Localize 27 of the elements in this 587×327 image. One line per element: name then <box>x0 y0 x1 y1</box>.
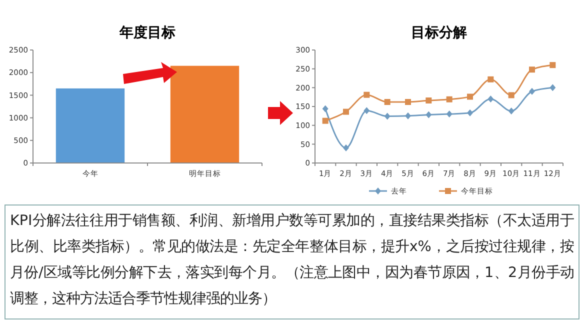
point <box>343 108 349 115</box>
point <box>550 84 556 92</box>
point <box>426 97 432 104</box>
point <box>364 107 370 114</box>
point <box>550 62 556 68</box>
point <box>405 98 411 105</box>
point <box>426 111 432 118</box>
text: KPI分解法往往用于销售额、利润、新增用户数等可累加的，直接结果类指标（不太适用于比例、比率类指标）。常见的做法是：先定全年整体目标，提升x%，之后按过往规律，按月份/区域等比例分解下去，落实到每个月。（注意上图中，因为春节原因，1、2月份手动调整，这种方法适合季节性规律强的业务） <box>10 212 574 309</box>
point <box>508 92 514 98</box>
point <box>488 76 494 82</box>
point <box>467 94 473 100</box>
chart-title: 目标分解 <box>411 25 467 41</box>
point <box>384 112 390 120</box>
point <box>405 112 411 120</box>
point <box>322 105 328 112</box>
point <box>322 118 328 124</box>
point <box>529 88 535 95</box>
point <box>488 95 494 102</box>
point <box>343 144 349 152</box>
point <box>364 92 370 98</box>
point <box>508 108 514 115</box>
point <box>446 96 452 102</box>
point <box>446 110 452 118</box>
chart-title: 年度目标 <box>118 24 176 41</box>
point <box>467 109 473 116</box>
point <box>384 98 390 105</box>
point <box>529 66 535 73</box>
